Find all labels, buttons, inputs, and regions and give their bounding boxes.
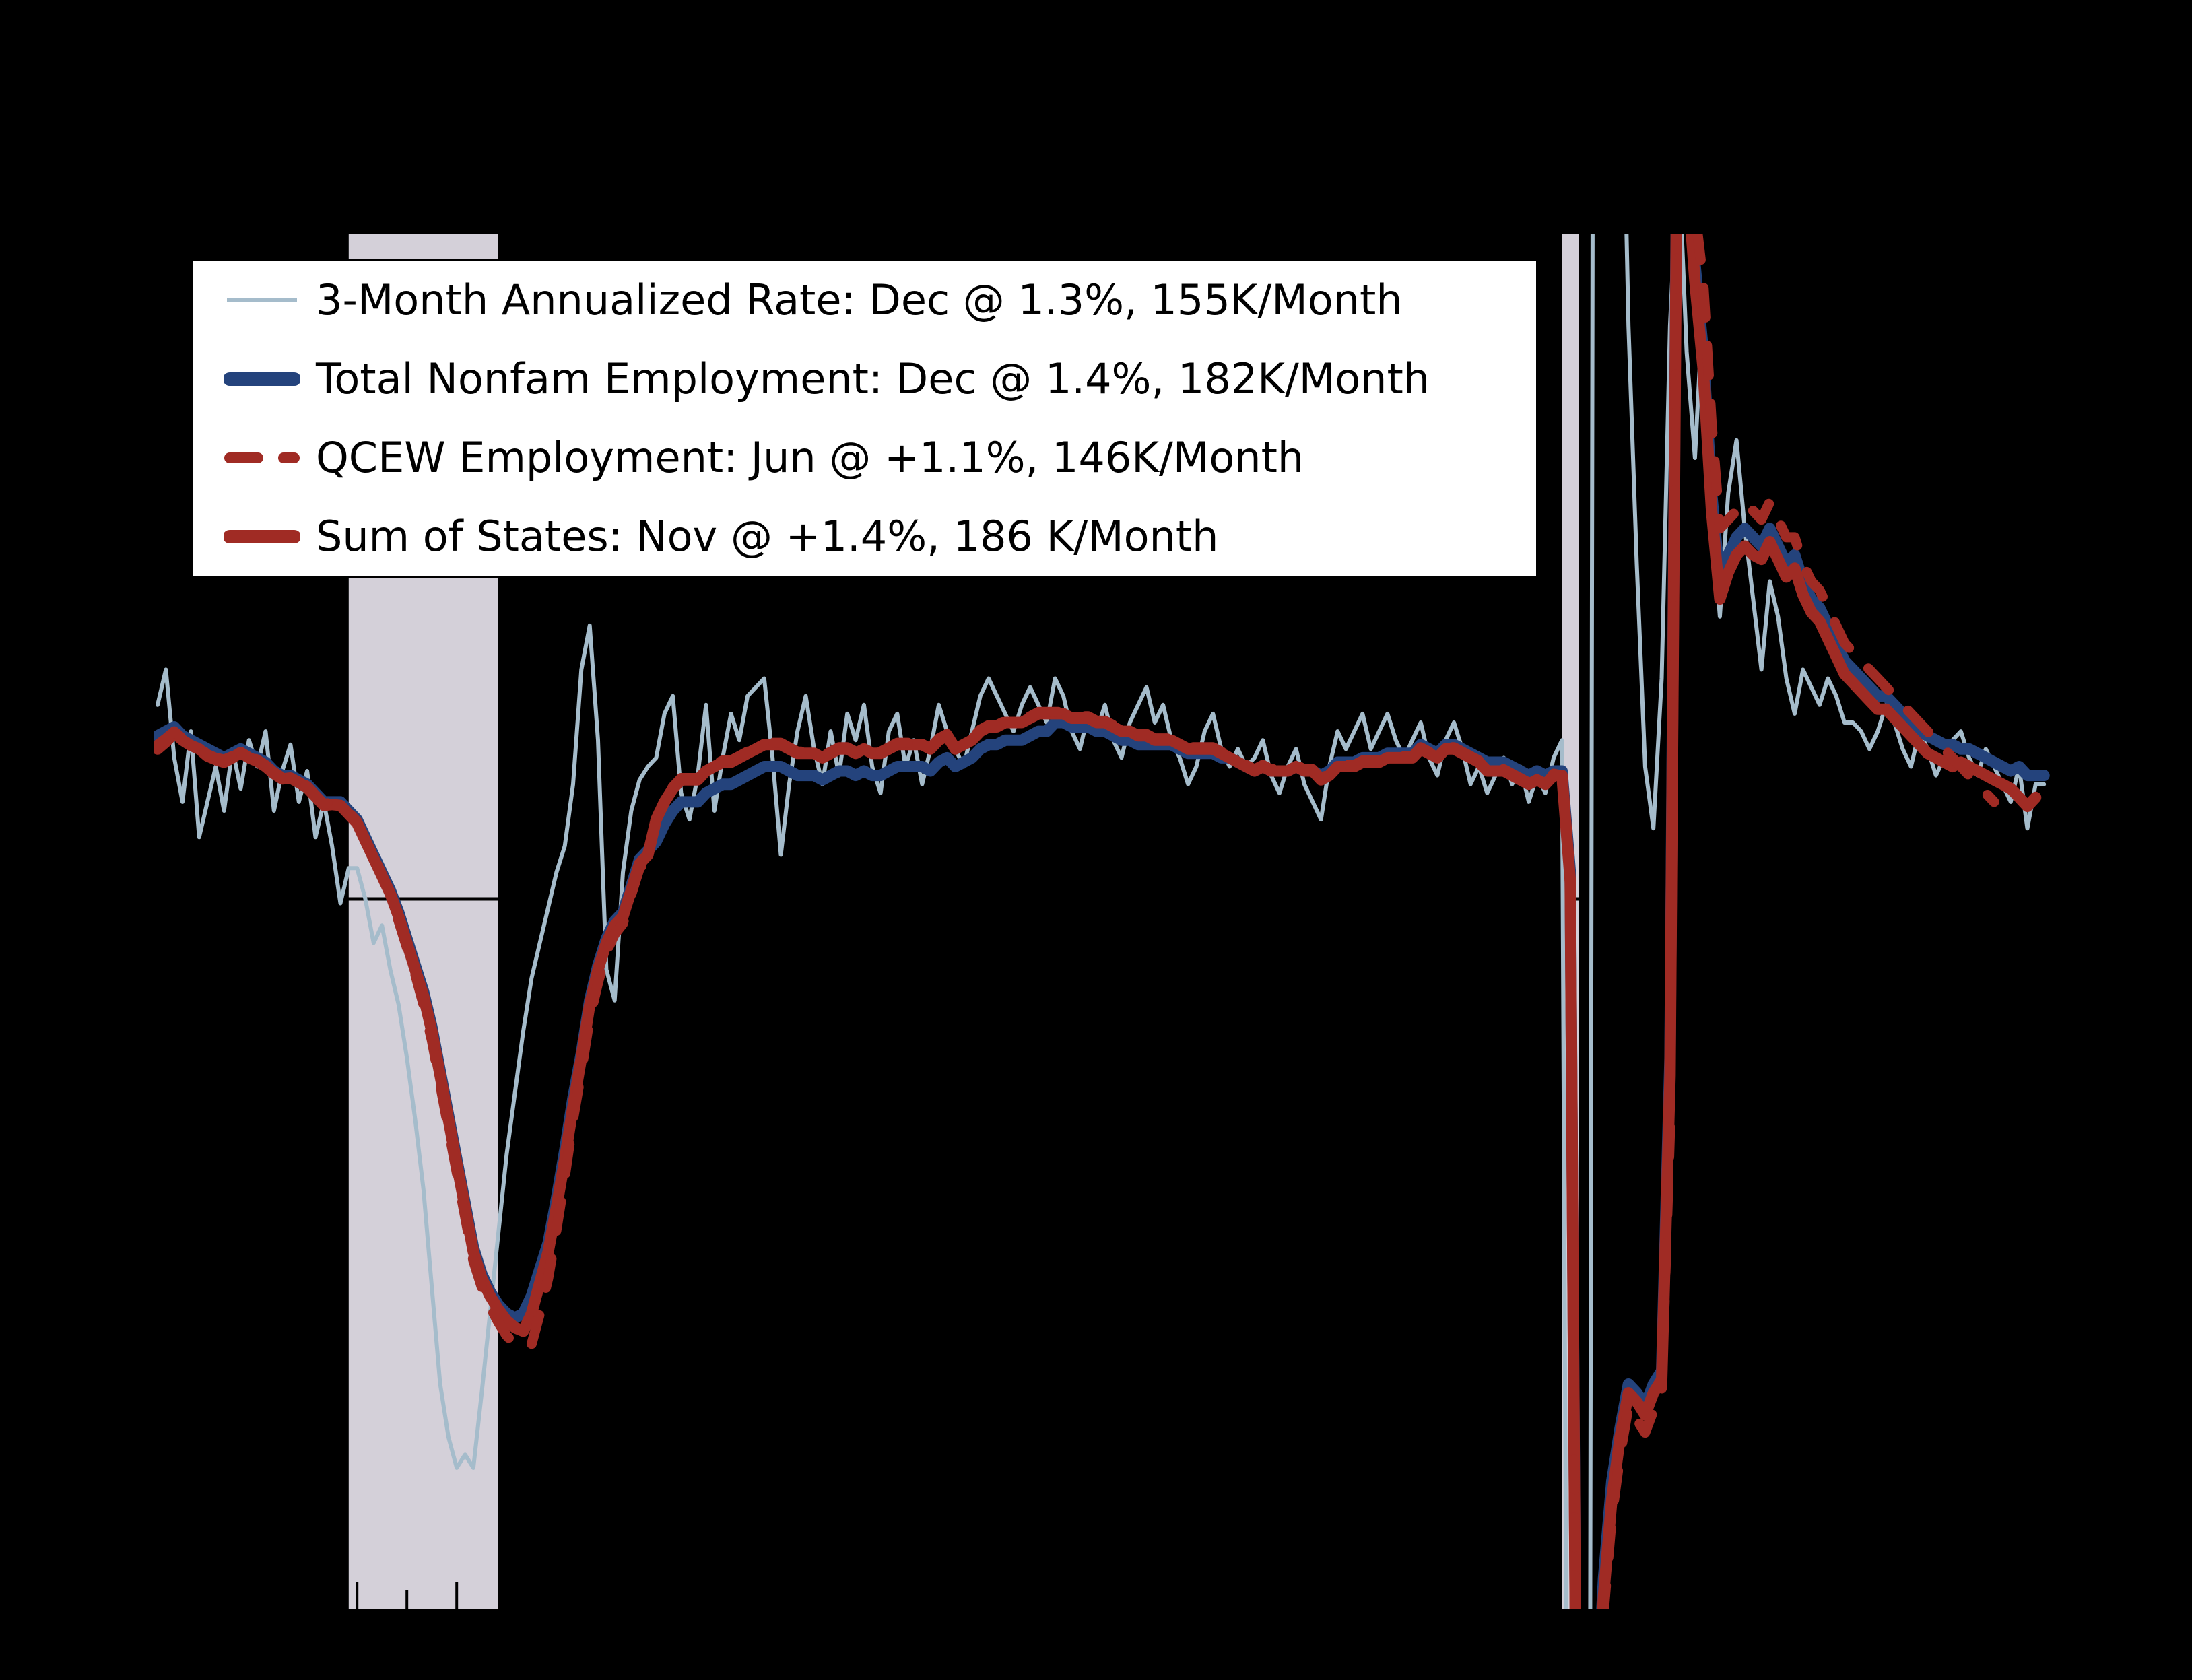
dashed-line-sample-qcew-icon [224,452,300,463]
line-sample-3month-icon [227,298,297,302]
line-sample-total-nonfarm-icon [224,372,300,386]
series-line-qcew-employment [154,234,1999,1609]
line-sample-sum-of-states-icon [224,529,300,543]
legend-item-sum-of-states: Sum of States: Nov @ +1.4%, 186 K/Month [193,497,1536,576]
legend: 3-Month Annualized Rate: Dec @ 1.3%, 155… [191,259,1538,578]
legend-item-3month: 3-Month Annualized Rate: Dec @ 1.3%, 155… [193,261,1536,339]
legend-item-total-nonfarm: Total Nonfam Employment: Dec @ 1.4%, 182… [193,339,1536,418]
legend-label-sum-of-states: Sum of States: Nov @ +1.4%, 186 K/Month [316,512,1219,561]
legend-label-total-nonfarm: Total Nonfam Employment: Dec @ 1.4%, 182… [316,354,1430,403]
legend-label-3month: 3-Month Annualized Rate: Dec @ 1.3%, 155… [316,275,1403,325]
legend-item-qcew: QCEW Employment: Jun @ +1.1%, 146K/Month [193,418,1536,497]
x-axis-ticks [156,1582,2054,1609]
legend-label-qcew: QCEW Employment: Jun @ +1.1%, 146K/Month [316,433,1304,482]
